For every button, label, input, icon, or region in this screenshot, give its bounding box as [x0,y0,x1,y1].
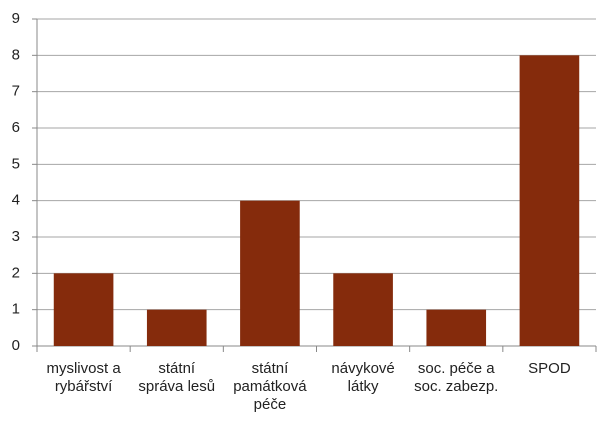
y-tick-label: 6 [12,119,20,136]
y-tick-label: 0 [12,337,20,354]
y-tick-label: 7 [12,83,20,100]
x-tick-label: myslivost a rybářství [46,360,121,395]
x-tick-label: státní správa lesů [138,360,216,395]
bar [53,273,114,346]
bar [333,273,393,346]
y-tick-label: 8 [12,46,20,63]
x-tick-label: státní památková péče [233,360,307,413]
bar [240,200,300,346]
y-tick-label: 5 [12,155,20,172]
bar [146,309,207,346]
y-tick-label: 1 [12,301,20,318]
x-tick-label: návykové látky [331,360,395,395]
y-tick-label: 3 [12,228,20,245]
bar [519,55,580,346]
x-tick-label: SPOD [528,360,571,377]
y-tick-label: 2 [12,264,20,281]
x-tick-label: soc. péče a soc. zabezp. [414,360,499,395]
bar [426,309,487,346]
y-tick-label: 9 [12,10,20,27]
y-tick-label: 4 [12,192,20,209]
